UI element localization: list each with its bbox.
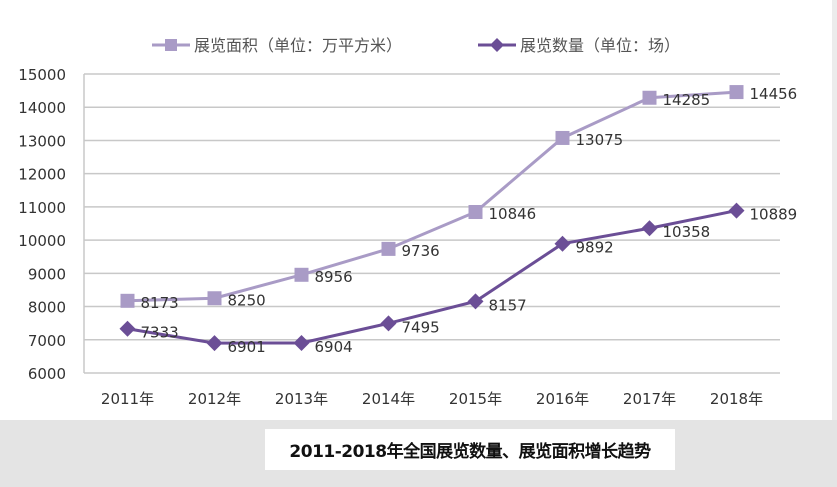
square-marker-icon (120, 293, 135, 308)
legend-item-count: 展览数量（单位：场） (478, 36, 680, 55)
square-marker-icon (207, 291, 222, 306)
series-area: 8173 8250 8956 9736 10846 13075 14285 14456 (120, 85, 798, 312)
y-tick-label: 13000 (18, 132, 66, 150)
data-label: 6904 (315, 338, 353, 356)
data-label: 8173 (141, 294, 179, 312)
x-tick-label: 2018年 (710, 390, 763, 408)
square-marker-icon (165, 39, 177, 51)
series-lines: 8173 8250 8956 9736 10846 13075 14285 14456 7333… (119, 85, 798, 356)
panel-edge (832, 0, 837, 420)
data-label: 14456 (750, 85, 798, 103)
data-label: 8956 (315, 268, 353, 286)
data-label: 10358 (663, 223, 711, 241)
legend-label-area: 展览面积（单位：万平方米） (194, 36, 402, 55)
series-line (127, 209, 737, 345)
data-label: 13075 (576, 131, 624, 149)
x-tick-label: 2016年 (536, 390, 589, 408)
diamond-marker-icon (490, 38, 504, 52)
y-tick-label: 11000 (18, 199, 66, 217)
y-tick-label: 7000 (28, 332, 66, 350)
square-marker-icon (294, 267, 309, 282)
diamond-marker-icon (641, 220, 658, 237)
diamond-marker-icon (293, 334, 310, 351)
legend-item-area: 展览面积（单位：万平方米） (152, 36, 402, 55)
x-tick-label: 2017年 (623, 390, 676, 408)
y-tick-label: 8000 (28, 299, 66, 317)
data-label: 8250 (228, 291, 266, 309)
chart-caption: 2011-2018年全国展览数量、展览面积增长趋势 (289, 442, 651, 462)
legend-label-count: 展览数量（单位：场） (520, 36, 680, 55)
gridlines (83, 73, 780, 374)
data-label: 7333 (141, 324, 179, 342)
square-marker-icon (729, 85, 744, 100)
chart-panel (0, 0, 832, 420)
square-marker-icon (381, 241, 396, 256)
y-axis-ticks: 15000 14000 13000 12000 11000 10000 9000 8000 70… (18, 66, 66, 383)
x-axis-ticks: 2011年 2012年 2013年 2014年 2015年 2016年 2017年 2018年 (101, 390, 763, 408)
diamond-marker-icon (206, 335, 223, 352)
diamond-marker-icon (728, 202, 745, 219)
square-marker-icon (642, 90, 657, 105)
x-tick-label: 2011年 (101, 390, 154, 408)
series-line (127, 90, 737, 303)
data-label: 8157 (489, 296, 527, 314)
caption-box: 2011-2018年全国展览数量、展览面积增长趋势 (265, 429, 675, 470)
y-tick-label: 12000 (18, 166, 66, 184)
data-label: 14285 (663, 91, 711, 109)
diamond-marker-icon (554, 235, 571, 252)
x-tick-label: 2015年 (449, 390, 502, 408)
x-tick-label: 2012年 (188, 390, 241, 408)
y-tick-label: 14000 (18, 99, 66, 117)
y-tick-label: 10000 (18, 232, 66, 250)
data-label: 7495 (402, 318, 440, 336)
diamond-marker-icon (380, 315, 397, 332)
data-label: 9736 (402, 242, 440, 260)
square-marker-icon (468, 205, 483, 220)
x-tick-label: 2013年 (275, 390, 328, 408)
line-chart: 15000 14000 13000 12000 11000 10000 9000 8000 70… (18, 36, 798, 408)
legend: 展览面积（单位：万平方米） 展览数量（单位：场） (152, 36, 680, 55)
data-label: 6901 (228, 338, 266, 356)
y-tick-label: 6000 (28, 365, 66, 383)
data-label: 10889 (750, 206, 798, 224)
diamond-marker-icon (467, 293, 484, 310)
data-label: 9892 (576, 239, 614, 257)
series-count: 7333 6901 6904 7495 8157 9892 10358 10889 (119, 202, 798, 356)
x-tick-label: 2014年 (362, 390, 415, 408)
data-label: 10846 (489, 205, 537, 223)
diamond-marker-icon (119, 320, 136, 337)
square-marker-icon (555, 130, 570, 145)
y-tick-label: 15000 (18, 66, 66, 84)
y-tick-label: 9000 (28, 265, 66, 283)
